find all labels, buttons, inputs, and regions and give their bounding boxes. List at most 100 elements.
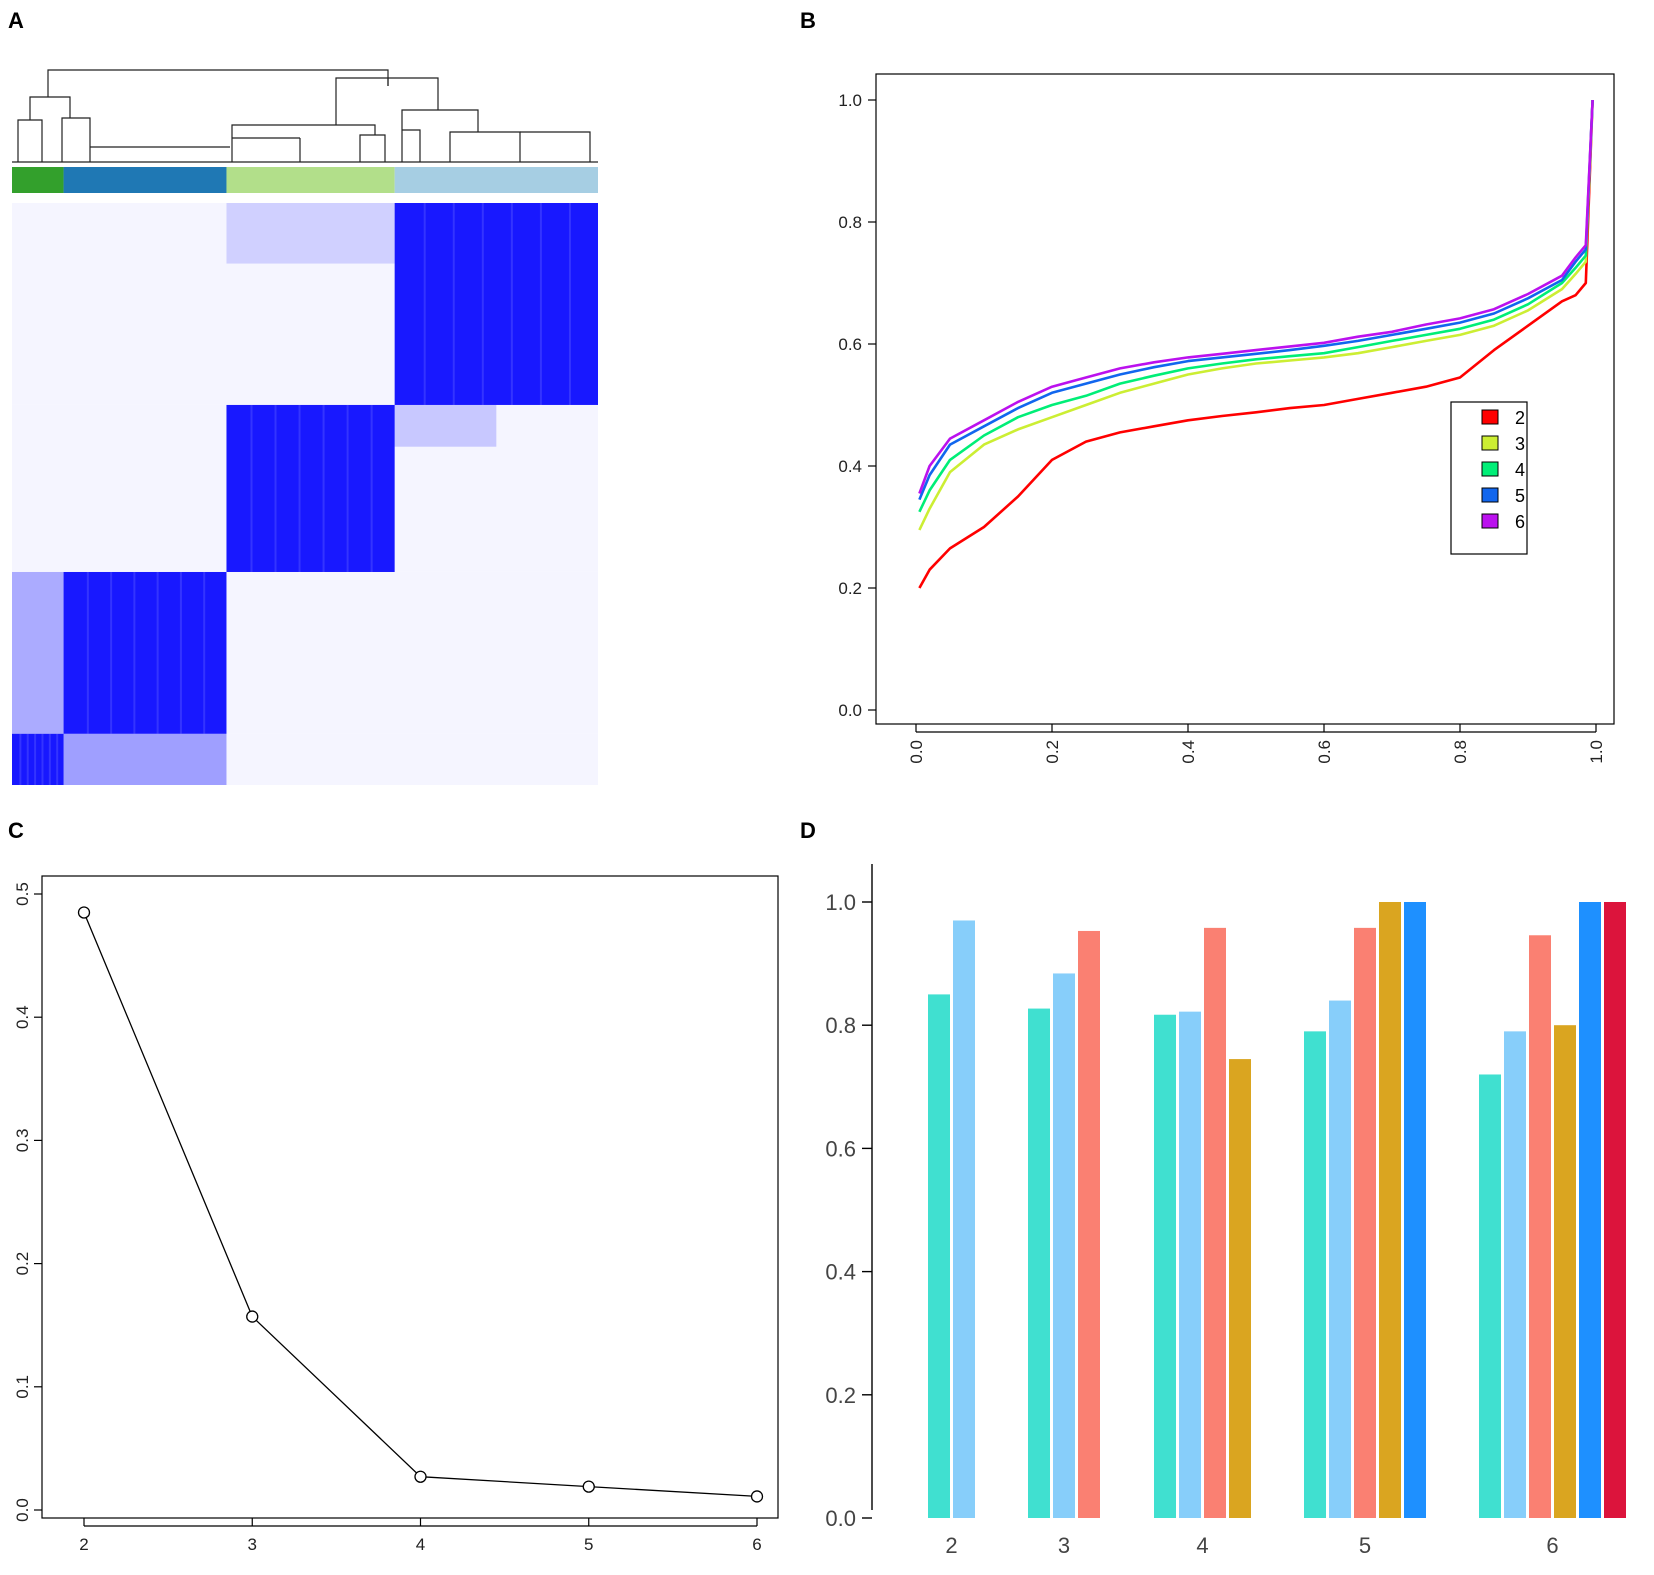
series-line-6 [918, 99, 1594, 494]
x-tick-label-c: 3 [248, 1535, 257, 1554]
heatmap-texture [298, 404, 301, 572]
y-tick-label-b: 0.6 [838, 335, 862, 354]
bar-k3-cluster3 [1078, 930, 1100, 1518]
panel-d-cluster-consensus-bars: 0.0 0.2 0.4 0.6 0.8 1.0 2 3 4 5 6 [825, 864, 1626, 1558]
dendrogram-branch [30, 119, 43, 162]
legend-label: 2 [1515, 408, 1525, 428]
bar-k2-cluster1 [928, 994, 950, 1518]
dendrogram-branch [375, 134, 386, 162]
y-tick-label-c: 0.2 [13, 1252, 32, 1276]
dendrogram-branch [520, 131, 591, 162]
x-tick-label-c: 6 [752, 1535, 761, 1554]
heatmap-texture [156, 571, 159, 734]
delta-point [582, 1480, 595, 1493]
dendrogram-branch [61, 117, 70, 162]
y-tick-label-b: 1.0 [838, 91, 862, 110]
bar-k5-cluster5 [1404, 902, 1426, 1518]
heatmap-texture [274, 404, 277, 572]
bar-k5-cluster3 [1354, 927, 1376, 1518]
y-tick-label-b: 0.2 [838, 579, 862, 598]
x-tick-label-c: 4 [416, 1535, 425, 1554]
panel-label-d: D [800, 818, 816, 843]
bar-k2-cluster2 [953, 920, 975, 1518]
dendrogram-branch [70, 117, 91, 162]
dendrogram-branch [438, 109, 479, 132]
cluster-bar-segment [63, 167, 227, 193]
heatmap-texture [370, 404, 373, 572]
legend-label: 5 [1515, 486, 1525, 506]
y-tick-label-c: 0.5 [13, 882, 32, 906]
x-tick-label-b: 0.8 [1451, 740, 1470, 764]
heatmap-block [226, 404, 395, 572]
x-tick-label-b: 1.0 [1587, 740, 1606, 764]
x-tick-label-b: 0.2 [1043, 740, 1062, 764]
x-tick-label-d: 2 [945, 1533, 957, 1558]
y-tick-label-d: 0.6 [825, 1136, 856, 1161]
series-line-5 [918, 99, 1594, 501]
legend-box [1450, 401, 1528, 555]
bar-k3-cluster2 [1053, 973, 1075, 1518]
dendrogram-branch [336, 124, 376, 135]
heatmap-block [394, 203, 598, 405]
bar-k6-cluster6 [1604, 902, 1626, 1518]
cluster-bar-segment [226, 167, 395, 193]
dendrogram-branch [478, 131, 521, 162]
delta-point [77, 906, 91, 919]
plot-frame-c [41, 875, 779, 1519]
bar-k6-cluster4 [1554, 1025, 1576, 1518]
delta-point [246, 1310, 259, 1323]
dendrogram-branch [449, 131, 478, 162]
legend-swatch [1481, 513, 1499, 529]
bar-k5-cluster4 [1379, 902, 1401, 1518]
panel-label-c: C [8, 818, 24, 843]
cluster-bar-segment [12, 167, 64, 193]
x-tick-label-d: 3 [1058, 1533, 1070, 1558]
x-tick-label-b: 0.0 [907, 740, 926, 764]
x-tick-label-d: 4 [1196, 1533, 1208, 1558]
heatmap-texture [86, 571, 89, 734]
bar-k6-cluster1 [1479, 1074, 1501, 1518]
panel-b-cdf-plot: 0.0 0.2 0.4 0.6 0.8 1.0 0.0 0.2 0.4 0.6 0.8 1.0 2 3 4… [838, 73, 1615, 764]
heatmap-texture [539, 203, 542, 405]
bar-k4-cluster1 [1154, 1014, 1176, 1518]
dendrogram-branch [388, 77, 439, 110]
y-tick-label-d: 0.0 [825, 1506, 856, 1531]
heatmap-texture [41, 733, 44, 785]
dendrogram [12, 69, 598, 163]
bar-k5-cluster2 [1329, 1000, 1351, 1518]
heatmap-texture [48, 733, 51, 785]
legend-swatch [1481, 461, 1499, 477]
x-tick-label-d: 5 [1359, 1533, 1371, 1558]
delta-point [750, 1490, 764, 1503]
series-line-2 [918, 99, 1594, 589]
heatmap-texture [56, 733, 59, 785]
panel-c-delta-area-plot: 0.0 0.1 0.2 0.3 0.4 0.5 2 3 4 5 6 [13, 875, 779, 1554]
heatmap-texture [452, 203, 455, 405]
heatmap-texture [19, 733, 22, 785]
heatmap-texture [179, 571, 182, 734]
y-tick-label-d: 0.8 [825, 1013, 856, 1038]
cluster-color-bar [12, 167, 598, 193]
bar-k4-cluster2 [1179, 1011, 1201, 1518]
bar-k5-cluster1 [1304, 1031, 1326, 1518]
dendrogram-branch [359, 134, 375, 162]
legend-label: 4 [1515, 460, 1525, 480]
dendrogram-branch [335, 77, 389, 90]
heatmap-texture [34, 733, 37, 785]
y-tick-label-d: 1.0 [825, 890, 856, 915]
delta-point [414, 1470, 427, 1483]
cluster-bar-segment [394, 167, 598, 193]
heatmap-texture [203, 571, 206, 734]
y-tick-label-c: 0.4 [13, 1005, 32, 1029]
y-tick-label-c: 0.1 [13, 1375, 32, 1399]
legend-label: 6 [1515, 512, 1525, 532]
bar-k6-cluster5 [1579, 902, 1601, 1518]
heatmap-texture [481, 203, 484, 405]
bar-k6-cluster2 [1504, 1031, 1526, 1518]
legend-label: 3 [1515, 434, 1525, 454]
heatmap-texture [510, 203, 513, 405]
delta-line [83, 912, 758, 1498]
heatmap-texture [423, 203, 426, 405]
bar-k3-cluster1 [1028, 1008, 1050, 1518]
panel-label-a: A [8, 8, 24, 33]
